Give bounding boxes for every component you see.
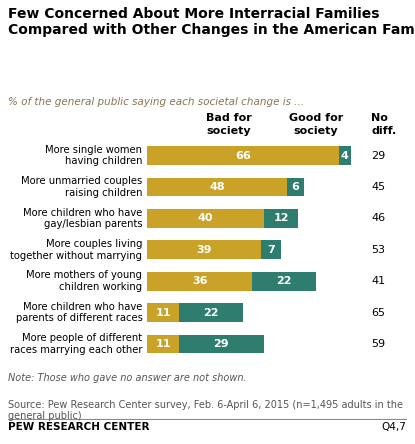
Bar bbox=[147, 209, 264, 228]
Text: 7: 7 bbox=[267, 245, 275, 255]
Text: 66: 66 bbox=[235, 151, 251, 161]
Bar bbox=[261, 240, 281, 259]
Text: More mothers of young
children working: More mothers of young children working bbox=[27, 270, 142, 292]
Text: 45: 45 bbox=[371, 182, 386, 192]
Text: 36: 36 bbox=[192, 276, 208, 286]
Text: Note: Those who gave no answer are not shown.: Note: Those who gave no answer are not s… bbox=[8, 373, 247, 383]
Text: PEW RESEARCH CENTER: PEW RESEARCH CENTER bbox=[8, 422, 150, 432]
Text: 11: 11 bbox=[156, 339, 171, 349]
Text: Q4,7: Q4,7 bbox=[382, 422, 407, 432]
Bar bbox=[147, 272, 252, 290]
Text: More people of different
races marrying each other: More people of different races marrying … bbox=[10, 333, 142, 355]
Bar bbox=[147, 334, 179, 353]
Text: More couples living
together without marrying: More couples living together without mar… bbox=[10, 239, 142, 261]
Text: 22: 22 bbox=[203, 308, 219, 317]
Text: More single women
having children: More single women having children bbox=[45, 145, 142, 166]
Bar bbox=[339, 146, 351, 165]
Text: More children who have
gay/lesbian parents: More children who have gay/lesbian paren… bbox=[23, 207, 142, 229]
Text: 48: 48 bbox=[209, 182, 225, 192]
Text: 39: 39 bbox=[196, 245, 212, 255]
Bar bbox=[252, 272, 316, 290]
Text: 46: 46 bbox=[371, 214, 386, 223]
Bar bbox=[147, 303, 179, 322]
Text: 29: 29 bbox=[214, 339, 229, 349]
Bar bbox=[179, 303, 243, 322]
Text: 65: 65 bbox=[371, 308, 386, 317]
Bar bbox=[264, 209, 298, 228]
Text: 22: 22 bbox=[276, 276, 292, 286]
Text: Source: Pew Research Center survey, Feb. 6-April 6, 2015 (n=1,495 adults in the : Source: Pew Research Center survey, Feb.… bbox=[8, 400, 403, 421]
Text: 6: 6 bbox=[292, 182, 299, 192]
Text: % of the general public saying each societal change is ...: % of the general public saying each soci… bbox=[8, 96, 304, 107]
Bar bbox=[147, 240, 261, 259]
Bar bbox=[287, 178, 304, 196]
Text: 40: 40 bbox=[198, 214, 213, 223]
Text: More children who have
parents of different races: More children who have parents of differ… bbox=[15, 302, 142, 323]
Text: 12: 12 bbox=[273, 214, 289, 223]
Bar bbox=[147, 178, 287, 196]
Text: 11: 11 bbox=[156, 308, 171, 317]
Bar bbox=[147, 146, 339, 165]
Text: Bad for
society: Bad for society bbox=[206, 114, 251, 136]
Text: Good for
society: Good for society bbox=[289, 114, 343, 136]
Bar bbox=[179, 334, 264, 353]
Text: No
diff.: No diff. bbox=[371, 114, 397, 136]
Text: 59: 59 bbox=[371, 339, 386, 349]
Text: 41: 41 bbox=[371, 276, 386, 286]
Text: 4: 4 bbox=[341, 151, 349, 161]
Text: Few Concerned About More Interracial Families
Compared with Other Changes in the: Few Concerned About More Interracial Fam… bbox=[8, 7, 415, 37]
Text: More unmarried couples
raising children: More unmarried couples raising children bbox=[21, 176, 142, 198]
Text: 29: 29 bbox=[371, 151, 386, 161]
Text: 53: 53 bbox=[371, 245, 386, 255]
